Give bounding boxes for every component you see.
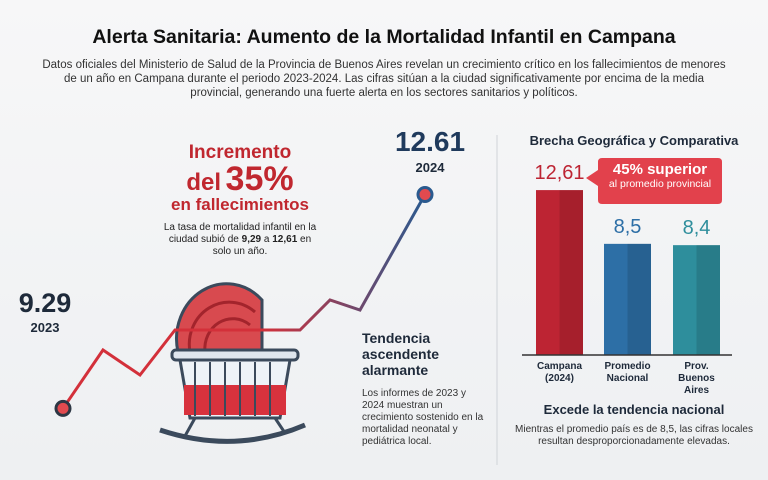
callout-bubble	[586, 158, 722, 204]
increase-line: Incremento	[188, 142, 292, 163]
trend-heading: Tendencia ascendente alarmante	[362, 330, 440, 378]
value-label: 8,5	[613, 215, 642, 238]
increase-percent: 35%	[225, 160, 294, 198]
trend-point	[416, 185, 434, 203]
trend-point	[54, 399, 72, 417]
bar	[536, 190, 583, 355]
value-label: 12.61	[394, 126, 466, 158]
increase-note: La tasa de mortalidad infantil en la ciu…	[160, 222, 320, 258]
comparison-heading: Brecha Geográfica y Comparativa	[529, 133, 739, 148]
value-label: 8,4	[682, 217, 711, 240]
value-label: 9.29	[18, 288, 72, 319]
x-label: 2024	[415, 160, 445, 176]
note-text: en solo un año.	[212, 234, 312, 257]
cradle-icon	[159, 282, 306, 444]
note-value: 9,29	[241, 234, 262, 245]
increase-line: del 35%	[150, 162, 330, 196]
bar	[604, 243, 651, 355]
x-tick-label: Campana (2024)	[536, 361, 582, 384]
value-label: 12,61	[534, 162, 585, 185]
callout-sub: al promedio provincial	[608, 178, 712, 190]
title: Alerta Sanitaria: Aumento de la Mortalid…	[92, 26, 676, 48]
trend-line	[61, 193, 427, 410]
increase-block: Incremento del 35% en fallecimientos	[150, 143, 330, 213]
note-value: 12,61	[272, 234, 298, 245]
callout-title: 45% superior	[612, 161, 708, 178]
note-text: a	[261, 234, 273, 245]
bar-shade	[627, 243, 651, 355]
callout: 45% superior al promedio provincial	[598, 161, 722, 190]
footer-heading: Excede la tendencia nacional	[543, 402, 725, 417]
increase-word: del	[186, 169, 222, 196]
bar	[673, 245, 720, 355]
bar-shade	[696, 245, 720, 355]
x-tick-label: Prov. Buenos Aires	[678, 361, 715, 396]
x-label: 2023	[30, 320, 60, 336]
footer-body: Mientras el promedio país es de 8,5, las…	[515, 424, 753, 447]
note-text: La tasa de mortalidad infantil en la ciu…	[163, 222, 317, 245]
trend-body: Los informes de 2023 y 2024 muestran un …	[362, 388, 484, 447]
x-tick-label: Promedio Nacional	[604, 361, 651, 384]
subtitle: Datos oficiales del Ministerio de Salud …	[42, 59, 726, 99]
bar-shade	[559, 190, 583, 355]
increase-line: en fallecimientos	[171, 195, 309, 214]
